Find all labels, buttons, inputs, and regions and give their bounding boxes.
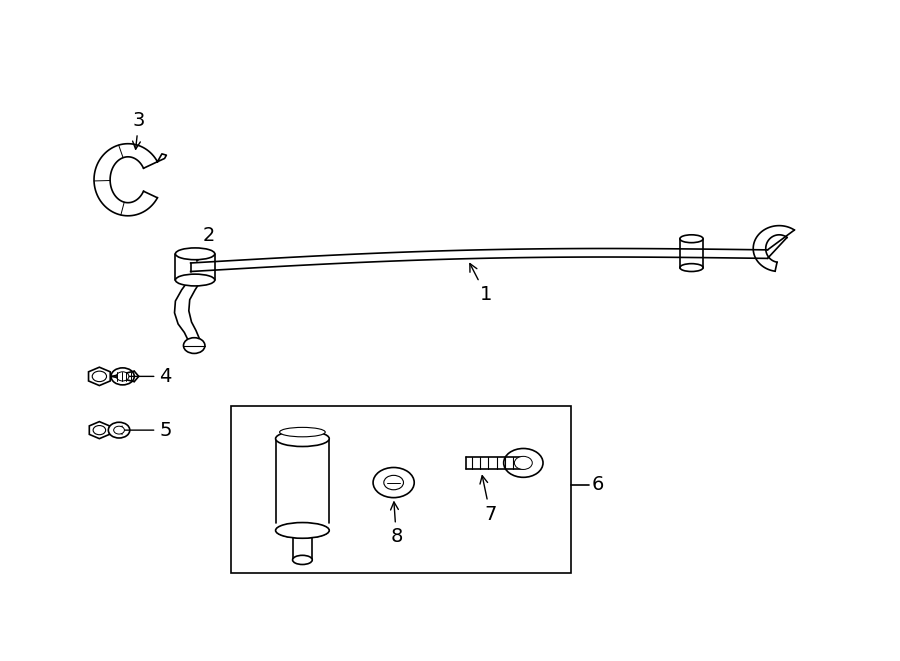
Ellipse shape xyxy=(176,274,215,286)
Circle shape xyxy=(113,426,124,434)
Circle shape xyxy=(515,456,532,469)
Circle shape xyxy=(374,467,414,498)
Circle shape xyxy=(184,338,205,354)
Circle shape xyxy=(383,475,403,490)
Ellipse shape xyxy=(275,431,329,447)
Circle shape xyxy=(504,448,543,477)
Ellipse shape xyxy=(176,248,215,260)
Polygon shape xyxy=(88,368,110,385)
Ellipse shape xyxy=(275,523,329,538)
Text: 5: 5 xyxy=(114,420,172,440)
Ellipse shape xyxy=(292,555,312,564)
Text: 3: 3 xyxy=(132,111,145,149)
Circle shape xyxy=(93,426,105,435)
Text: 6: 6 xyxy=(591,475,604,494)
Ellipse shape xyxy=(680,235,703,243)
Circle shape xyxy=(108,422,130,438)
Bar xyxy=(231,406,571,573)
Ellipse shape xyxy=(680,264,703,272)
Text: 4: 4 xyxy=(116,367,172,386)
Text: 2: 2 xyxy=(196,226,215,261)
Circle shape xyxy=(92,371,106,381)
Ellipse shape xyxy=(280,428,325,437)
Text: 1: 1 xyxy=(470,264,492,304)
Circle shape xyxy=(111,368,134,385)
Circle shape xyxy=(116,371,129,381)
Text: 7: 7 xyxy=(480,476,497,524)
Polygon shape xyxy=(89,422,110,439)
Ellipse shape xyxy=(275,523,329,538)
Text: 8: 8 xyxy=(390,502,402,547)
